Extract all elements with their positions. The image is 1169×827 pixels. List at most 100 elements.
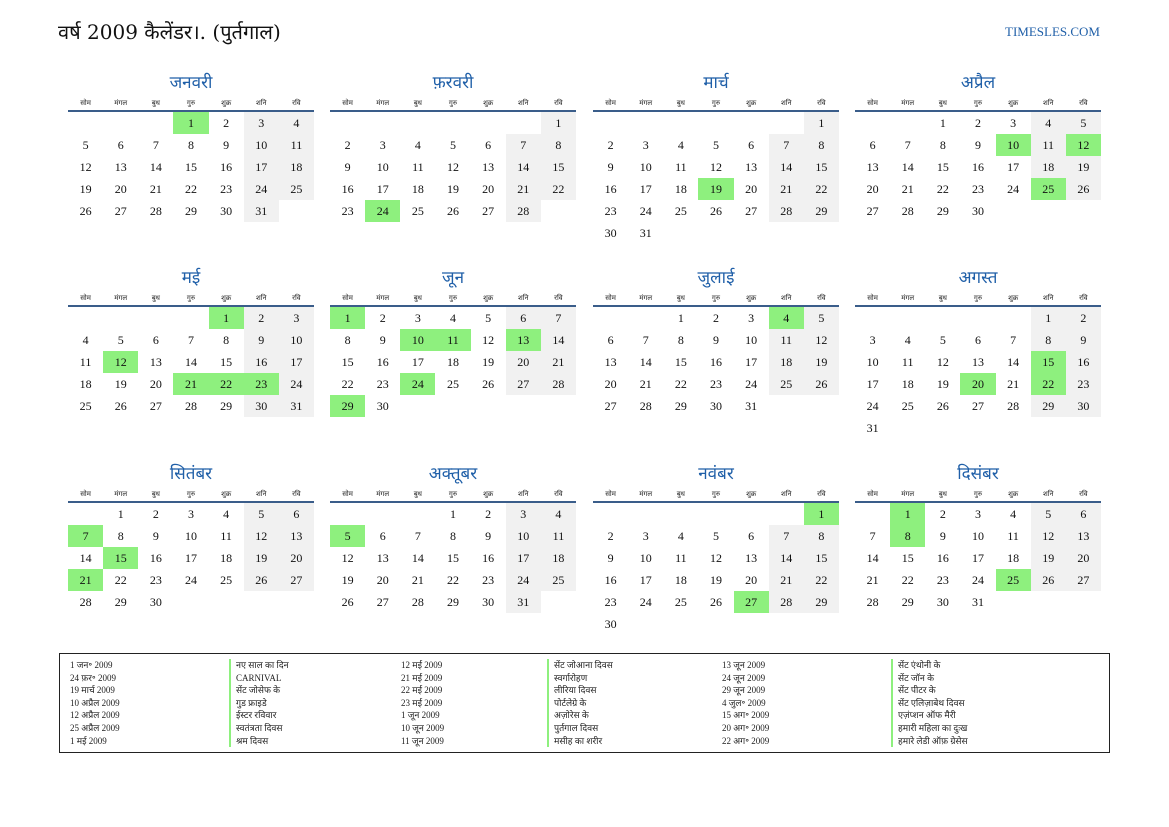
empty-day-cell [698,613,733,635]
day-cell: 14 [768,156,804,178]
day-cell: 3 [869,332,876,347]
weekday-header: गुरु [173,487,209,503]
day-cell: 5 [449,137,456,152]
weekday-header: गुरु [960,96,996,112]
weekday-header: रवि [540,291,576,307]
holiday-day-cell: 8 [890,525,926,547]
month-name: अक्तूबर [428,464,478,484]
legend-holiday-name: नए साल का दिन [236,660,289,670]
day-cell: 10 [376,159,389,174]
day-cell: 30 [376,398,389,413]
day-cell: 6 [607,332,614,347]
empty-day-cell [996,591,1031,613]
day-cell: 5 [485,310,492,325]
day-cell: 28 [1007,398,1020,413]
empty-day-cell [435,111,470,134]
day-cell: 25 [540,569,576,591]
day-cell: 19 [243,547,279,569]
day-cell: 7 [768,525,804,547]
day-cell: 25 [220,572,233,587]
day-cell: 23 [936,572,949,587]
day-cell: 10 [505,525,541,547]
day-cell: 4 [278,111,314,134]
holiday-day-cell: 25 [995,569,1031,591]
legend-holiday-name: श्रम दिवस [236,735,269,746]
day-cell: 17 [376,181,389,196]
month-calendar: फ़रवरी सोम मंगल बुध गुरु शुक्र शनि रवि 1 2 3 4 5 6 7 8 9… [330,72,576,222]
legend-holiday-name: अज़ोरेस के [554,710,589,721]
day-cell: 13 [376,550,389,565]
day-cell: 2 [344,137,351,152]
weekday-header: शनि [1030,96,1066,112]
legend-date: 15 अग॰ 2009 [722,710,770,721]
day-cell: 11 [79,354,92,369]
legend-date: 22 मई 2009 [401,685,443,696]
month-name: दिसंबर [957,464,999,484]
day-cell: 15 [674,354,687,369]
day-cell: 24 [866,398,879,413]
day-cell: 24 [1007,181,1020,196]
empty-day-cell [209,591,244,613]
day-cell: 26 [709,203,722,218]
day-cell: 26 [803,373,839,395]
day-cell: 17 [639,181,652,196]
day-cell: 21 [768,569,804,591]
day-cell: 23 [971,181,984,196]
day-cell: 29 [901,594,914,609]
weekday-header: बुध [663,291,699,307]
site-link[interactable]: TIMESLES.COM [1005,24,1100,39]
holiday-day-cell: 12 [1065,134,1101,156]
month-calendar: नवंबर सोम मंगल बुध गुरु शुक्र शनि रवि 1 2 3 4 5 6 7 8 9 1… [593,463,839,635]
day-cell: 27 [482,203,495,218]
holiday-day-cell: 12 [103,351,139,373]
day-cell: 12 [446,159,459,174]
day-cell: 9 [712,332,719,347]
day-cell: 11 [412,159,424,174]
day-cell: 6 [485,137,492,152]
day-cell: 31 [971,594,984,609]
weekday-header: सोम [593,96,629,112]
day-cell: 29 [114,594,127,609]
day-cell: 23 [376,376,389,391]
holiday-day-cell: 20 [960,373,996,395]
day-cell: 26 [446,203,459,218]
weekday-header: मंगल [103,96,139,112]
day-cell: 3 [974,506,981,521]
holiday-day-cell: 27 [733,591,769,613]
day-cell: 18 [540,547,576,569]
weekday-header: बुध [400,487,436,503]
day-cell: 25 [79,398,92,413]
holiday-day-cell: 13 [505,329,541,351]
empty-day-cell [663,613,698,635]
day-cell: 7 [1010,332,1017,347]
page-title: वर्ष 2009 कैलेंडर।. (पुर्तगाल) [58,20,281,44]
day-cell: 9 [379,332,386,347]
legend-date: 10 जून 2009 [401,722,445,733]
day-cell: 19 [482,354,495,369]
day-cell: 30 [604,616,617,631]
weekday-header: मंगल [103,487,139,503]
day-cell: 28 [866,594,879,609]
day-cell: 7 [187,332,194,347]
day-cell: 4 [82,332,89,347]
day-cell: 14 [1007,354,1020,369]
day-cell: 4 [223,506,230,521]
day-cell: 20 [604,376,617,391]
weekday-header: सोम [593,487,629,503]
month-name: मई [181,268,201,288]
weekday-header: शनि [243,291,279,307]
month-calendar: जनवरी सोम मंगल बुध गुरु शुक्र शनि रवि 1 2 3 4 5 6 7 8 9 1… [68,72,314,222]
day-cell: 14 [149,159,162,174]
empty-day-cell [663,502,698,525]
day-cell: 15 [446,550,459,565]
day-cell: 18 [674,572,687,587]
day-cell: 29 [1030,395,1066,417]
month-name: सितंबर [169,464,213,484]
day-cell: 8 [187,137,194,152]
day-cell: 13 [745,159,758,174]
weekday-header: रवि [1065,291,1101,307]
legend-holiday-name: सेंट एलिज़ाबेथ दिवस [898,697,965,708]
weekday-header: गुरु [173,96,209,112]
day-cell: 8 [344,332,351,347]
day-cell: 3 [414,310,421,325]
